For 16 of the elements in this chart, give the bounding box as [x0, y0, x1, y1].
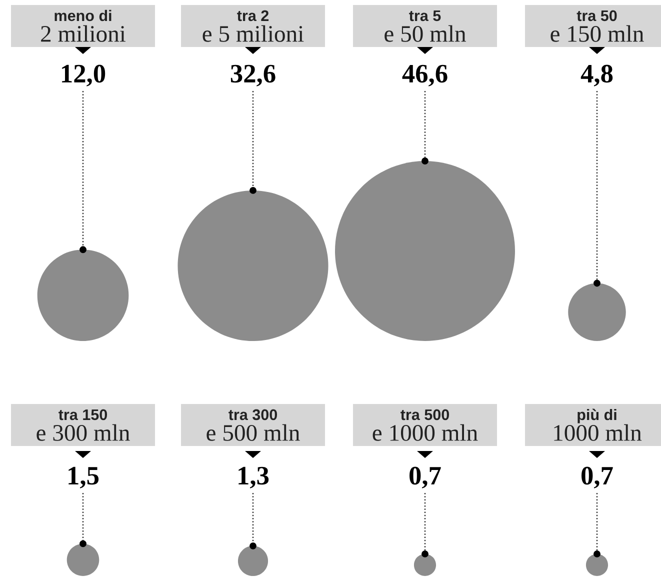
data-label: 46,6: [402, 64, 448, 86]
category-label: tra 5 e 50 mln: [384, 10, 466, 42]
category-label: tra 2 e 5 milioni: [202, 10, 304, 42]
data-label: 0,7: [582, 466, 613, 488]
category-label: tra 300 e 500 mln: [206, 409, 300, 441]
category-label: tra 500 e 1000 mln: [372, 409, 478, 441]
category-label: tra 150 e 300 mln: [36, 409, 130, 441]
category-label: tra 50 e 150 mln: [550, 10, 644, 42]
data-label: 1,5: [68, 466, 99, 488]
data-label: 32,6: [230, 64, 276, 86]
category-label: meno di 2 milioni: [41, 10, 126, 42]
data-label: 4,8: [580, 64, 613, 86]
data-label: 12,0: [62, 64, 106, 86]
data-label: 1,3: [238, 466, 269, 488]
category-label: più di 1000 mln: [554, 408, 642, 441]
data-label: 0,7: [410, 466, 441, 488]
